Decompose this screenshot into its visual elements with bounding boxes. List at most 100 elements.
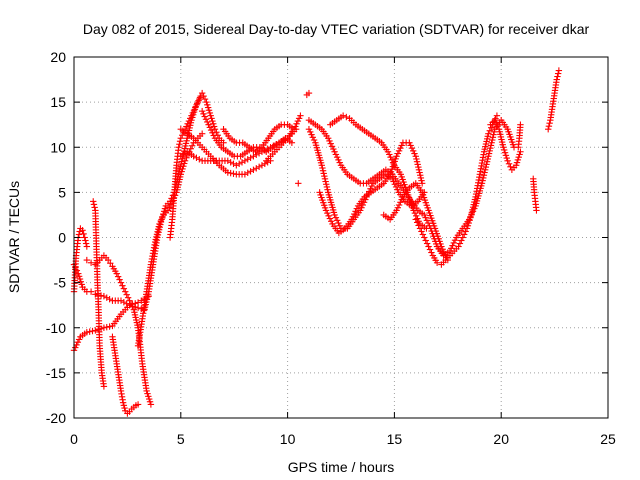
data-point [205, 121, 212, 128]
data-point-sample [336, 222, 343, 229]
data-point-sample [471, 205, 478, 212]
data-point [119, 399, 127, 406]
data-point [491, 116, 498, 124]
data-point-sample [546, 119, 553, 127]
data-point [324, 135, 332, 142]
data-point [331, 148, 338, 155]
data-point-sample [176, 138, 184, 145]
y-tick-label: 5 [58, 184, 66, 200]
data-point-sample [389, 159, 397, 166]
data-point-sample [448, 245, 455, 252]
data-point-sample [479, 177, 486, 184]
data-point-sample [333, 217, 341, 224]
data-point [318, 162, 325, 169]
data-point [166, 198, 174, 205]
data-point [305, 89, 313, 97]
data-point-sample [323, 181, 330, 188]
data-point [203, 98, 210, 106]
data-point [90, 198, 97, 205]
data-point [446, 247, 454, 255]
data-point [81, 234, 88, 241]
data-point-sample [487, 144, 494, 152]
data-point-sample [200, 110, 207, 118]
data-point-sample [319, 164, 326, 172]
data-point-sample [320, 170, 327, 177]
data-point-sample [138, 297, 145, 304]
data-point-sample [388, 156, 396, 164]
data-point-sample [293, 120, 300, 127]
data-point-sample [235, 160, 243, 167]
data-point-sample [505, 160, 513, 167]
data-point [292, 126, 300, 133]
data-point-sample [120, 285, 128, 292]
data-point-sample [482, 163, 490, 171]
data-point-sample [321, 172, 328, 180]
data-point-sample [255, 150, 263, 157]
data-point-sample [238, 159, 246, 166]
data-point-sample [484, 155, 491, 163]
y-tick-label: 0 [58, 230, 66, 246]
data-point [339, 112, 347, 119]
data-point [418, 180, 426, 187]
data-point-sample [394, 186, 401, 193]
data-point-sample [179, 132, 186, 139]
data-point-sample [395, 201, 403, 209]
data-point-sample [75, 336, 83, 343]
data-point-sample [106, 295, 113, 303]
data-point-sample [481, 169, 488, 176]
data-point [421, 234, 428, 241]
data-point-sample [227, 169, 234, 177]
data-point-sample [398, 142, 405, 149]
data-point [83, 329, 91, 336]
data-point [224, 157, 231, 164]
data-point-sample [106, 323, 113, 330]
data-point [233, 162, 240, 169]
data-point [544, 126, 552, 133]
data-point-sample [507, 163, 514, 171]
data-point [517, 148, 524, 155]
data-point-sample [187, 145, 194, 152]
data-point-sample [460, 231, 468, 238]
data-point-sample [490, 131, 497, 138]
data-point [553, 76, 560, 83]
data-point-sample [359, 201, 366, 209]
data-point-sample [387, 153, 394, 161]
data-point-sample [145, 395, 153, 403]
data-point-sample [253, 151, 260, 158]
data-point [196, 94, 204, 101]
data-point-sample [323, 183, 331, 191]
data-point-sample [415, 222, 422, 229]
x-tick-label: 5 [177, 431, 185, 447]
data-point [410, 207, 417, 214]
data-point-sample [201, 113, 208, 120]
data-point-sample [513, 159, 521, 166]
data-point [134, 304, 142, 312]
data-point-sample [309, 134, 317, 141]
data-point-sample [264, 159, 271, 166]
data-point-sample [201, 95, 209, 103]
data-point-sample [121, 404, 128, 412]
data-point-sample [200, 92, 207, 100]
data-point-sample [86, 328, 93, 335]
chart-title: Day 082 of 2015, Sidereal Day-to-day VTE… [83, 21, 590, 37]
data-point-sample [207, 126, 215, 134]
data-point-sample [494, 122, 501, 130]
data-point-sample [353, 205, 361, 212]
data-point [258, 162, 266, 169]
data-point-sample [352, 208, 359, 215]
data-point-sample [247, 168, 254, 175]
x-tick-label: 25 [600, 431, 616, 447]
data-point-sample [196, 156, 203, 163]
data-point-sample [326, 215, 334, 222]
data-point [194, 98, 202, 106]
data-point-sample [161, 205, 169, 212]
data-point-sample [90, 201, 98, 208]
x-tick-label: 0 [70, 431, 78, 447]
data-point-sample [204, 104, 212, 111]
data-point-sample [189, 109, 196, 117]
data-point [384, 148, 392, 155]
data-point [478, 180, 486, 187]
data-point-sample [330, 145, 337, 153]
data-point-sample [308, 131, 315, 138]
data-point-sample [408, 144, 416, 152]
